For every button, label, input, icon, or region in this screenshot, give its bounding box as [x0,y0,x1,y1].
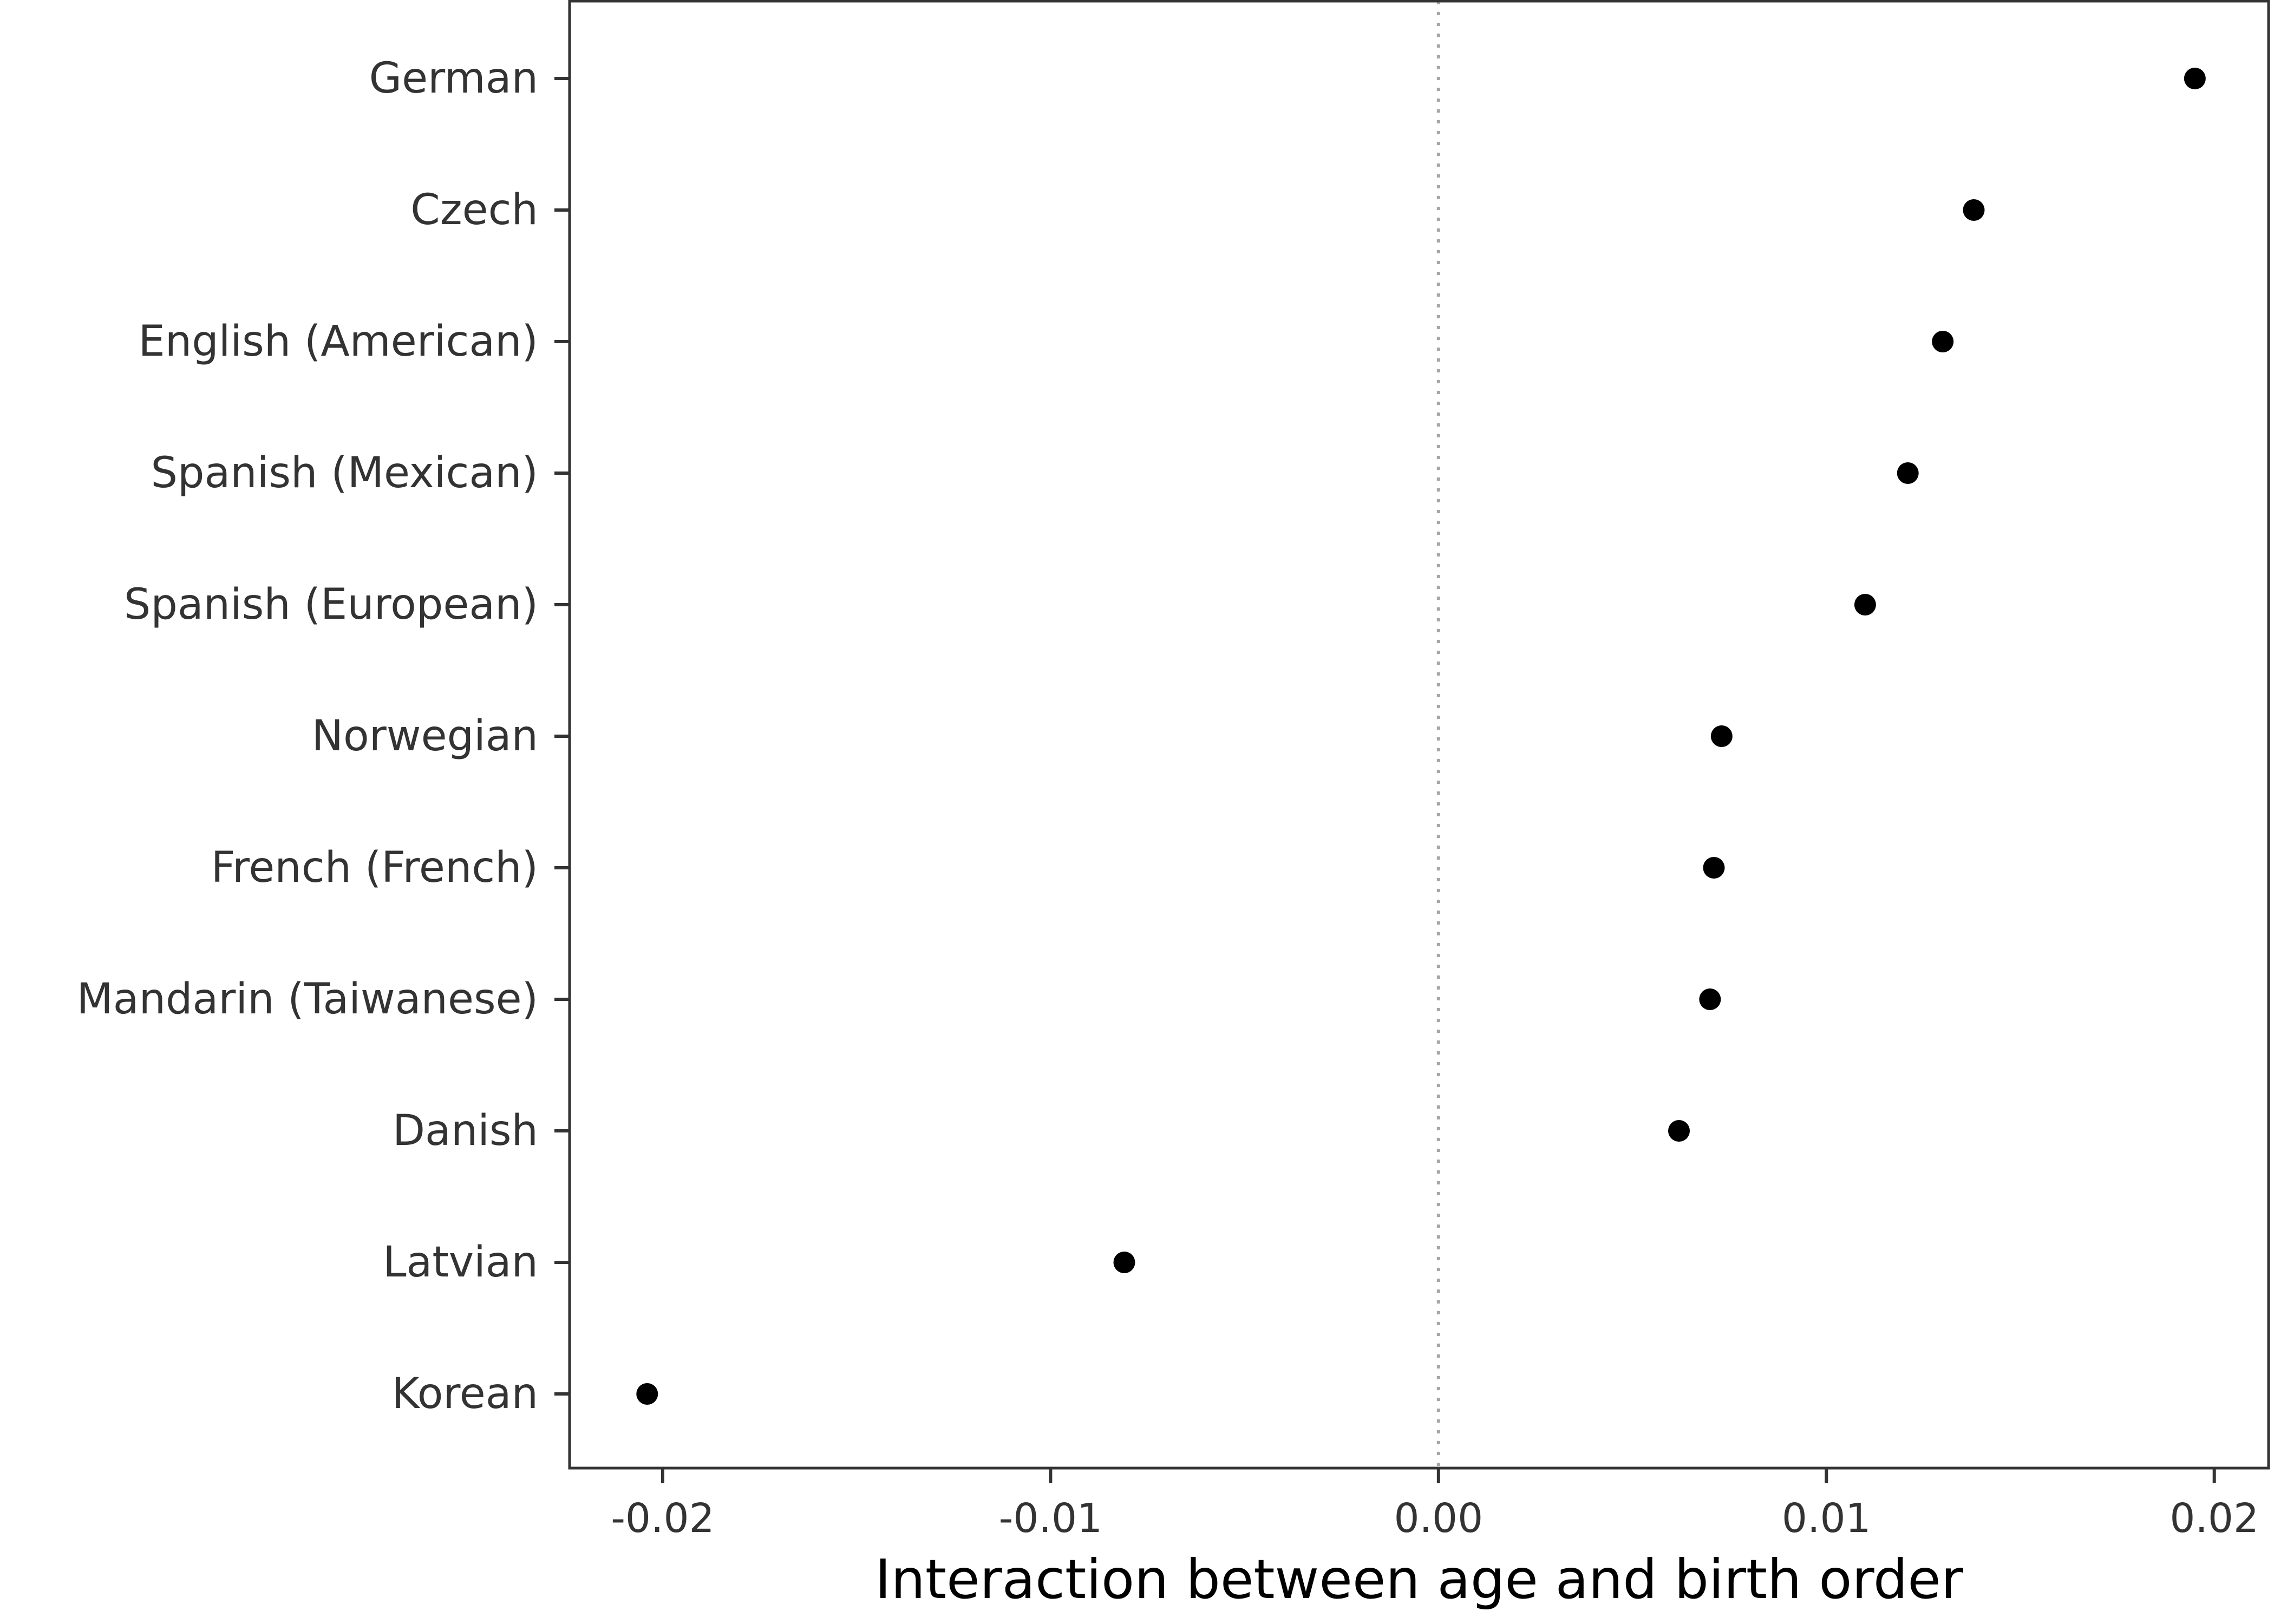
data-point [1897,462,1919,484]
data-point [1113,1252,1135,1273]
y-tick-label: Korean [391,1370,538,1418]
data-points [636,68,2206,1405]
x-tick-label: 0.01 [1782,1495,1871,1542]
y-tick-label: Danish [393,1106,538,1155]
y-axis: German Czech English (American) Spanish (Me… [76,54,570,1418]
data-point [1932,331,1954,352]
data-point [1703,857,1725,879]
x-tick-label: 0.00 [1394,1495,1483,1542]
y-tick-label: French (French) [211,843,538,892]
y-tick-label: Norwegian [312,712,538,761]
y-tick-label: Spanish (Mexican) [151,449,538,497]
y-tick-label: Latvian [383,1238,538,1287]
y-tick-label: Czech [410,186,538,234]
x-axis: -0.02 -0.01 0.00 0.01 0.02 [611,1468,2259,1542]
y-tick-label: English (American) [139,317,539,366]
plot-frame [568,0,2270,1470]
data-point [1963,199,1985,221]
x-tick-label: 0.02 [2170,1495,2259,1542]
data-point [2184,68,2206,89]
data-point [1699,988,1721,1010]
y-tick-label: German [369,54,538,103]
data-point [636,1383,658,1405]
data-point [1854,594,1876,615]
x-axis-title: Interaction between age and birth order [875,1548,1964,1611]
data-point [1668,1120,1690,1142]
x-tick-label: -0.01 [999,1495,1102,1542]
x-tick-label: -0.02 [611,1495,714,1542]
y-tick-label: Mandarin (Taiwanese) [76,975,538,1024]
data-point [1710,725,1733,747]
y-tick-label: Spanish (European) [124,580,538,629]
